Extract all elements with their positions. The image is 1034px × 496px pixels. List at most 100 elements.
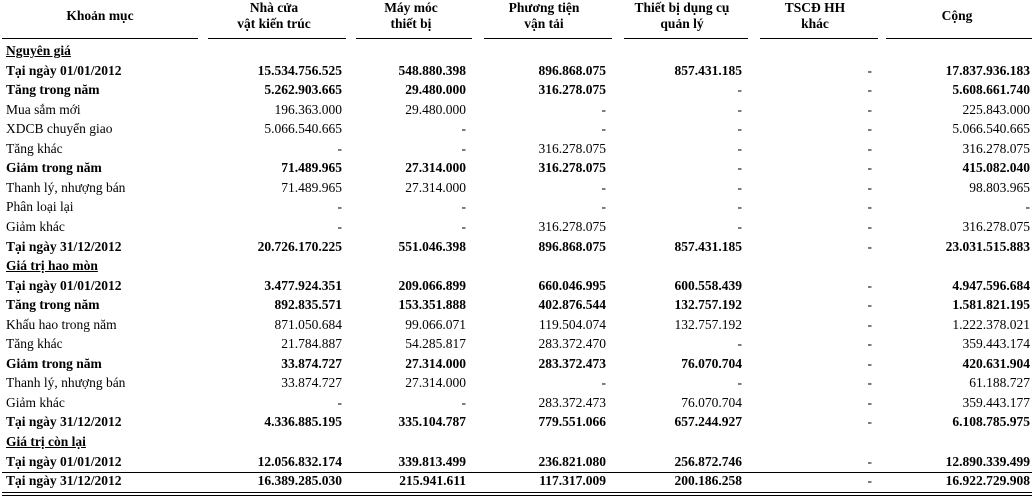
- row-value: -: [737, 140, 743, 156]
- row-value: 871.050.684: [274, 316, 343, 332]
- table-row: Tại ngày 01/01/2012 12.056.832.174 339.813…: [0, 452, 1034, 472]
- row-value: -: [461, 394, 467, 410]
- row-value: 153.351.888: [398, 297, 467, 313]
- row-value: -: [867, 414, 873, 430]
- row-value: -: [337, 394, 343, 410]
- header-col2-line1: Máy móc: [384, 0, 438, 15]
- table-row: Nguyên giá: [0, 41, 1034, 61]
- row-value: -: [867, 375, 873, 391]
- row-label: Tại ngày 31/12/2012: [6, 414, 122, 430]
- row-label: Tăng trong năm: [6, 82, 100, 98]
- table-row: Giảm trong năm 33.874.727 27.314.000 283.37…: [0, 354, 1034, 374]
- row-label: Giảm khác: [6, 394, 65, 410]
- table-row: Tại ngày 31/12/2012 4.336.885.195 335.104.…: [0, 412, 1034, 432]
- row-value: -: [1025, 199, 1031, 215]
- row-value: -: [867, 277, 873, 293]
- row-value: -: [737, 82, 743, 98]
- row-value: -: [867, 297, 873, 313]
- row-value: -: [461, 199, 467, 215]
- row-value: 17.837.936.183: [945, 62, 1030, 78]
- row-value: -: [337, 199, 343, 215]
- row-value: 132.757.192: [674, 297, 743, 313]
- table-row: Thanh lý, nhượng bán 71.489.965 27.314.000…: [0, 178, 1034, 198]
- row-value: 76.070.704: [681, 355, 742, 371]
- header-item-text: Khoản mục: [66, 8, 134, 23]
- row-label: Tại ngày 31/12/2012: [6, 473, 122, 489]
- row-label: Nguyên giá: [6, 43, 71, 58]
- row-label: Tăng khác: [6, 140, 63, 156]
- row-value: 316.278.075: [962, 140, 1031, 156]
- row-label: Mua sắm mới: [6, 101, 81, 117]
- row-value: 54.285.817: [405, 336, 466, 352]
- row-value: 316.278.075: [538, 82, 607, 98]
- row-value: -: [601, 375, 607, 391]
- header-col3-line2: vận tải: [524, 16, 564, 31]
- header-underline: [356, 38, 472, 39]
- row-value: 23.031.515.883: [945, 238, 1030, 254]
- header-col6-text: Cộng: [941, 8, 973, 23]
- row-value: 12.056.832.174: [257, 453, 342, 469]
- header-col1-line2: vật kiến trúc: [237, 16, 311, 31]
- row-value: -: [601, 121, 607, 137]
- row-label: Thanh lý, nhượng bán: [6, 375, 126, 391]
- row-value: -: [867, 238, 873, 254]
- row-label: Thanh lý, nhượng bán: [6, 179, 126, 195]
- header-col5: TSCĐ HH khác: [750, 0, 880, 38]
- header-col5-line1: TSCĐ HH: [784, 0, 846, 15]
- row-value: -: [867, 473, 873, 489]
- table-row: Tăng trong năm 892.835.571 153.351.888 402.…: [0, 295, 1034, 315]
- header-underline: [208, 38, 346, 39]
- row-label: Tại ngày 01/01/2012: [6, 62, 122, 78]
- row-value: -: [867, 453, 873, 469]
- row-value: 15.534.756.525: [257, 62, 342, 78]
- row-value: -: [737, 101, 743, 117]
- row-value: -: [867, 199, 873, 215]
- row-value: -: [737, 160, 743, 176]
- row-value: 98.803.965: [969, 179, 1030, 195]
- row-value: 779.551.066: [538, 414, 607, 430]
- row-value: 200.186.258: [674, 473, 743, 489]
- row-value: -: [601, 199, 607, 215]
- row-value: 283.372.473: [538, 394, 607, 410]
- row-value: 196.363.000: [274, 101, 343, 117]
- row-value: 99.066.071: [405, 316, 466, 332]
- row-value: 4.947.596.684: [952, 277, 1030, 293]
- row-value: -: [867, 101, 873, 117]
- row-value: 896.868.075: [538, 238, 607, 254]
- header-col5-line2: khác: [801, 16, 829, 31]
- header-col4: Thiết bị dụng cụ quản lý: [614, 0, 750, 38]
- header-col2-line2: thiết bị: [390, 16, 432, 31]
- row-value: 402.876.544: [538, 297, 607, 313]
- table-row: Thanh lý, nhượng bán 33.874.727 27.314.000…: [0, 373, 1034, 393]
- row-value: -: [461, 218, 467, 234]
- row-value: 76.070.704: [681, 394, 742, 410]
- row-label: Tăng khác: [6, 336, 63, 352]
- header-underline: [2, 38, 198, 39]
- table-row: Giảm trong năm 71.489.965 27.314.000 316.27…: [0, 158, 1034, 178]
- header-col1-line1: Nhà cửa: [249, 0, 299, 15]
- row-value: 5.066.540.665: [264, 121, 342, 137]
- row-value: 892.835.571: [274, 297, 343, 313]
- row-value: -: [867, 336, 873, 352]
- row-label: Giá trị còn lại: [6, 434, 86, 449]
- table-row: Tăng trong năm 5.262.903.665 29.480.000 316…: [0, 80, 1034, 100]
- row-value: -: [867, 179, 873, 195]
- row-value: 551.046.398: [398, 238, 467, 254]
- row-value: -: [337, 140, 343, 156]
- row-label: Tại ngày 01/01/2012: [6, 453, 122, 469]
- row-value: -: [867, 121, 873, 137]
- row-value: -: [867, 355, 873, 371]
- row-value: 215.941.611: [399, 473, 466, 489]
- row-separator: [2, 472, 1032, 474]
- row-label: Giảm khác: [6, 218, 65, 234]
- row-value: 5.608.661.740: [952, 82, 1030, 98]
- header-col2: Máy móc thiết bị: [348, 0, 474, 38]
- row-value: -: [337, 218, 343, 234]
- table-row: Tăng khác 21.784.887 54.285.817 283.372.470…: [0, 334, 1034, 354]
- row-value: 29.480.000: [405, 101, 466, 117]
- row-value: 857.431.185: [674, 62, 743, 78]
- row-value: 21.784.887: [281, 336, 342, 352]
- table-row: XDCB chuyển giao 5.066.540.665 - - - - 5.066.5…: [0, 119, 1034, 139]
- table-row: Phân loại lại - - - - - -: [0, 197, 1034, 217]
- row-value: -: [737, 179, 743, 195]
